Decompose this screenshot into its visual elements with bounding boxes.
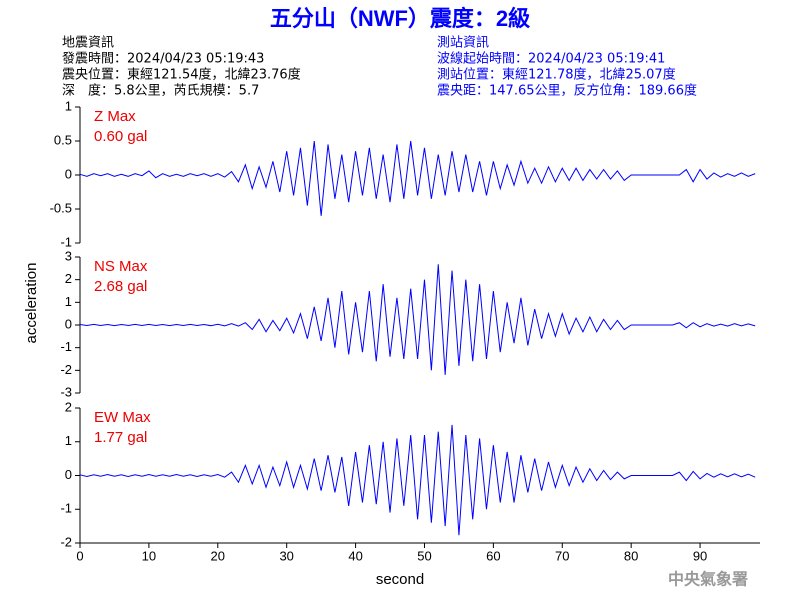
station-info: 測站資訊 波線起始時間：2024/04/23 05:19:41 測站位置：東經1… bbox=[437, 36, 697, 99]
info-line: 測站資訊 bbox=[437, 36, 489, 51]
info-line: 深 度：5.8公里，芮氏規模：5.7 bbox=[62, 83, 259, 99]
info-line: 地震資訊 bbox=[62, 36, 114, 51]
y-tick-label: 2 bbox=[65, 271, 72, 286]
y-tick-label: -2 bbox=[60, 534, 72, 549]
info-line: 震央位置：東經121.54度，北緯23.76度 bbox=[62, 67, 301, 83]
y-tick-label: 2 bbox=[65, 399, 72, 414]
x-tick-label: 70 bbox=[555, 548, 569, 563]
channel-max: 0.60 gal bbox=[94, 128, 147, 145]
channel-label: EW Max bbox=[94, 409, 151, 426]
x-tick-label: 50 bbox=[417, 548, 431, 563]
channel-label: NS Max bbox=[94, 258, 148, 275]
quake-info: 地震資訊 發震時間：2024/04/23 05:19:43 震央位置：東經121… bbox=[62, 36, 301, 99]
x-tick-label: 80 bbox=[624, 548, 638, 563]
channel-max: 2.68 gal bbox=[94, 278, 147, 295]
x-tick-label: 10 bbox=[142, 548, 156, 563]
waveform bbox=[79, 264, 756, 375]
info-line: 震央距：147.65公里，反方位角：189.66度 bbox=[437, 83, 697, 99]
y-tick-label: 0 bbox=[65, 166, 72, 181]
waveform bbox=[79, 140, 756, 216]
y-tick-label: -2 bbox=[60, 362, 72, 377]
y-tick-label: -0.5 bbox=[50, 200, 72, 215]
y-tick-label: 3 bbox=[65, 248, 72, 263]
info-line: 測站位置：東經121.78度，北緯25.07度 bbox=[437, 67, 676, 83]
y-tick-label: 0 bbox=[65, 316, 72, 331]
y-tick-label: -1 bbox=[60, 501, 72, 516]
y-tick-label: 0.5 bbox=[54, 132, 72, 147]
chart-title: 五分山（NWF）震度：2級 bbox=[270, 6, 530, 31]
x-axis-label: second bbox=[376, 571, 424, 588]
y-tick-label: -1 bbox=[60, 234, 72, 249]
channel-label: Z Max bbox=[94, 108, 136, 125]
channel-max: 1.77 gal bbox=[94, 429, 147, 446]
y-tick-label: -3 bbox=[60, 384, 72, 399]
y-tick-label: 1 bbox=[65, 294, 72, 309]
y-axis-label: acceleration bbox=[23, 263, 40, 344]
info-line: 波線起始時間：2024/04/23 05:19:41 bbox=[437, 51, 665, 67]
y-tick-label: -1 bbox=[60, 339, 72, 354]
footer: 中央氣象署 bbox=[668, 570, 748, 589]
x-tick-label: 40 bbox=[348, 548, 362, 563]
y-tick-label: 1 bbox=[65, 433, 72, 448]
waveform bbox=[79, 424, 756, 536]
x-tick-label: 60 bbox=[486, 548, 500, 563]
info-line: 發震時間：2024/04/23 05:19:43 bbox=[62, 52, 264, 67]
y-tick-label: 1 bbox=[65, 98, 72, 113]
x-tick-label: 90 bbox=[693, 548, 707, 563]
y-tick-label: 0 bbox=[65, 467, 72, 482]
x-tick-label: 0 bbox=[76, 548, 83, 563]
x-tick-label: 30 bbox=[279, 548, 293, 563]
x-tick-label: 20 bbox=[211, 548, 225, 563]
